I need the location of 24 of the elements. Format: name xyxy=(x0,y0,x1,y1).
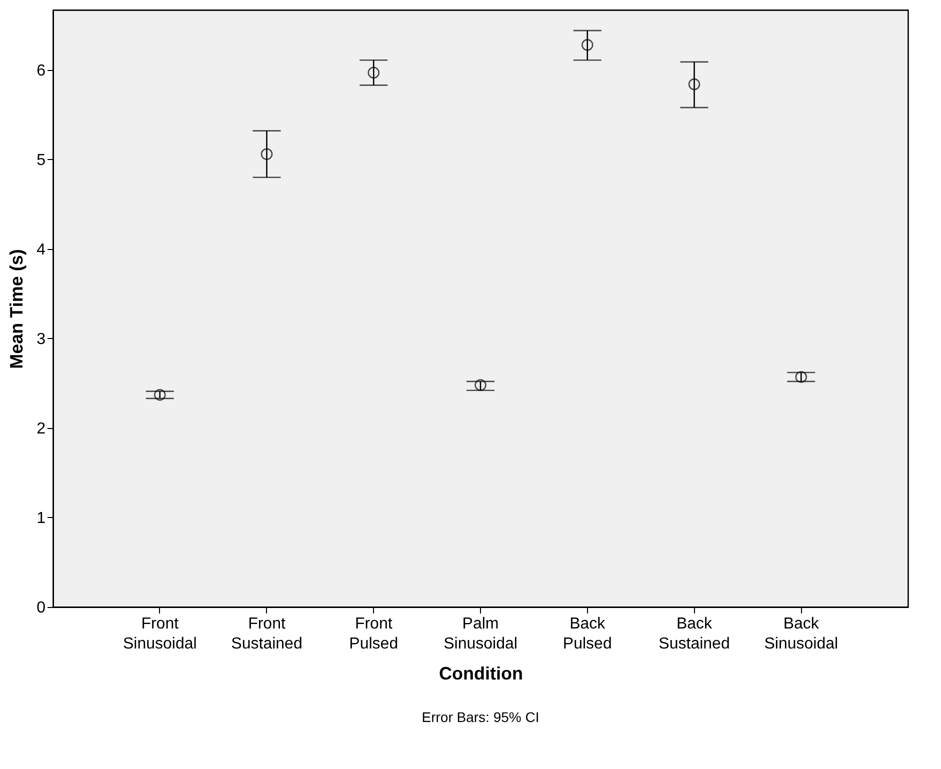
x-tick-label: Back Sustained xyxy=(658,616,730,652)
point xyxy=(154,388,166,401)
y-tick-label: 0 xyxy=(36,600,46,616)
x-tick-label: Front Pulsed xyxy=(349,616,398,652)
text: Error Bars: 95% CI xyxy=(422,709,540,725)
x-tick-label: Palm Sinusoidal xyxy=(444,616,518,652)
x-tick-label: Front Sinusoidal xyxy=(122,616,197,652)
y-tick-label: 6 xyxy=(36,62,46,80)
y-axis-title: Mean Time (s) xyxy=(6,249,27,369)
point xyxy=(795,371,808,383)
point xyxy=(368,66,380,79)
x-tick-label: Front Sustained xyxy=(231,616,302,652)
y-tick-label: 3 xyxy=(36,330,46,348)
y-tick-label: 2 xyxy=(36,420,46,438)
y-tick-label: 1 xyxy=(36,510,46,527)
y-tick-label: 4 xyxy=(36,241,46,258)
x-tick-label: Back Pulsed xyxy=(562,616,612,652)
point xyxy=(581,39,594,51)
x-tick-label: Back Sinusoidal xyxy=(764,616,838,652)
point xyxy=(260,148,273,160)
point xyxy=(474,379,486,391)
y-tick-label: 5 xyxy=(36,152,46,169)
point xyxy=(688,78,700,90)
x-axis-title: Condition xyxy=(439,664,523,684)
